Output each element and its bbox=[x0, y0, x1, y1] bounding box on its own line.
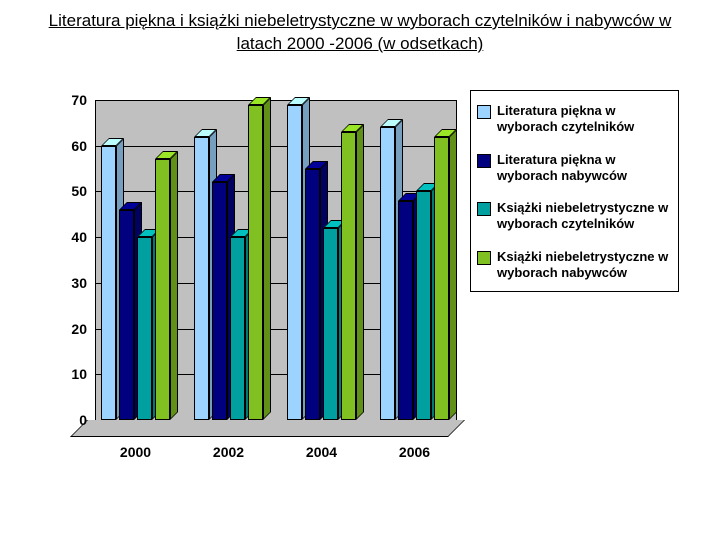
y-axis-tick: 60 bbox=[57, 138, 87, 154]
bar bbox=[230, 237, 245, 420]
legend-swatch bbox=[477, 105, 491, 119]
bar bbox=[101, 146, 116, 420]
bar bbox=[416, 191, 431, 420]
legend-item: Książki niebeletrystyczne w wyborach czy… bbox=[477, 200, 672, 233]
x-axis-tick: 2004 bbox=[306, 444, 337, 460]
legend-label: Książki niebeletrystyczne w wyborach nab… bbox=[497, 249, 672, 282]
bar bbox=[248, 105, 263, 420]
bar bbox=[398, 201, 413, 420]
chart-title: Literatura piękna i książki niebeletryst… bbox=[40, 10, 680, 56]
chart: 0102030405060702000200220042006 Literatu… bbox=[50, 90, 670, 480]
legend-item: Literatura piękna w wyborach nabywców bbox=[477, 152, 672, 185]
legend-swatch bbox=[477, 154, 491, 168]
floor bbox=[70, 420, 465, 437]
y-axis-tick: 70 bbox=[57, 92, 87, 108]
bar bbox=[287, 105, 302, 420]
bar bbox=[305, 169, 320, 420]
bar bbox=[341, 132, 356, 420]
legend-label: Książki niebeletrystyczne w wyborach czy… bbox=[497, 200, 672, 233]
y-axis-tick: 10 bbox=[57, 366, 87, 382]
bar bbox=[380, 127, 395, 420]
bar bbox=[155, 159, 170, 420]
x-axis-tick: 2002 bbox=[213, 444, 244, 460]
bar bbox=[212, 182, 227, 420]
page: Literatura piękna i książki niebeletryst… bbox=[0, 0, 720, 540]
plot-area: 0102030405060702000200220042006 bbox=[95, 100, 455, 420]
legend: Literatura piękna w wyborach czytelników… bbox=[470, 90, 679, 292]
legend-label: Literatura piękna w wyborach czytelników bbox=[497, 103, 672, 136]
x-axis-tick: 2006 bbox=[399, 444, 430, 460]
legend-item: Książki niebeletrystyczne w wyborach nab… bbox=[477, 249, 672, 282]
bar bbox=[137, 237, 152, 420]
y-axis-tick: 50 bbox=[57, 183, 87, 199]
y-axis-tick: 20 bbox=[57, 321, 87, 337]
y-axis-tick: 40 bbox=[57, 229, 87, 245]
y-axis-tick: 30 bbox=[57, 275, 87, 291]
bar bbox=[119, 210, 134, 420]
x-axis-tick: 2000 bbox=[120, 444, 151, 460]
legend-swatch bbox=[477, 202, 491, 216]
legend-label: Literatura piękna w wyborach nabywców bbox=[497, 152, 672, 185]
bar bbox=[434, 137, 449, 420]
y-axis-tick: 0 bbox=[57, 412, 87, 428]
legend-item: Literatura piękna w wyborach czytelników bbox=[477, 103, 672, 136]
legend-swatch bbox=[477, 251, 491, 265]
bar bbox=[194, 137, 209, 420]
bar bbox=[323, 228, 338, 420]
